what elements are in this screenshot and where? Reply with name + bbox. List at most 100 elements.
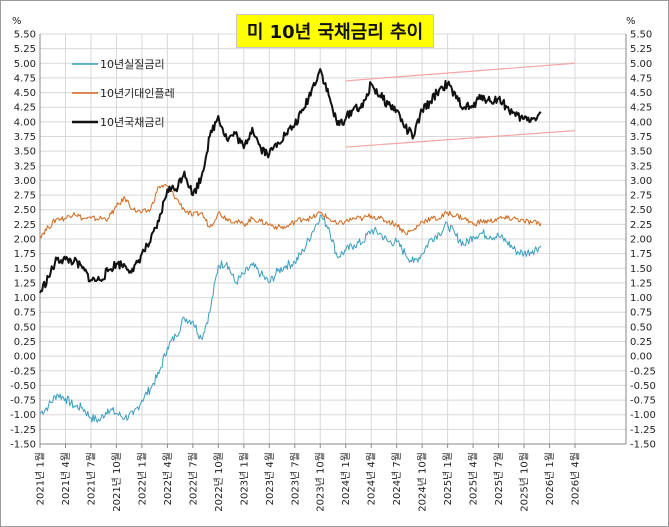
y-tick-label-left: 3.25 — [14, 161, 36, 172]
y-tick-label-right: 1.75 — [630, 249, 652, 260]
y-tick-label-right: -1.00 — [630, 410, 656, 421]
x-tick-label: 2024년 10월 — [417, 452, 429, 512]
x-tick-label: 2022년 4월 — [162, 452, 174, 505]
x-tick-label: 2025년 1월 — [442, 452, 454, 505]
legend-label: 10년기대인플레 — [100, 87, 175, 100]
title-box: 미 10년 국채금리 추이 — [236, 14, 434, 48]
x-tick-label: 2025년 4월 — [468, 452, 480, 505]
y-tick-label-right: 3.00 — [630, 176, 652, 187]
y-tick-label-right: 4.50 — [630, 88, 652, 99]
y-tick-label-left: 3.50 — [14, 147, 36, 158]
y-tick-label-left: 3.00 — [14, 176, 36, 187]
x-tick-label: 2026년 1월 — [544, 452, 556, 505]
y-tick-label-left: 5.00 — [14, 59, 36, 70]
right-unit-label: % — [626, 16, 636, 27]
y-tick-label-right: 3.25 — [630, 161, 652, 172]
y-tick-label-left: 5.50 — [14, 30, 36, 41]
legend-label: 10년국채금리 — [100, 116, 165, 129]
y-tick-label-right: 2.50 — [630, 205, 652, 216]
nominal-yield-line — [39, 68, 542, 294]
y-tick-label-right: 2.25 — [630, 220, 652, 231]
y-tick-label-right: 0.25 — [630, 337, 652, 348]
y-tick-label-left: 1.00 — [14, 293, 36, 304]
x-tick-label: 2022년 10월 — [213, 452, 225, 512]
y-tick-label-right: 3.75 — [630, 132, 652, 143]
x-tick-label: 2024년 4월 — [366, 452, 378, 505]
x-tick-label: 2021년 1월 — [35, 452, 47, 505]
y-tick-label-right: 1.25 — [630, 278, 652, 289]
y-tick-label-left: 1.50 — [14, 264, 36, 275]
y-tick-label-right: 5.00 — [630, 59, 652, 70]
x-tick-label: 2021년 10월 — [111, 452, 123, 512]
y-tick-label-left: 0.75 — [14, 308, 36, 319]
y-tick-label-left: -0.50 — [10, 381, 36, 392]
y-tick-label-right: 5.25 — [630, 44, 652, 55]
right-y-axis: 5.50 5.25 5.00 4.75 4.50 4.25 4.00 3.75 3.50 3.25… — [630, 30, 656, 451]
y-tick-label-right: -0.25 — [630, 366, 656, 377]
y-tick-label-left: -0.25 — [10, 366, 36, 377]
legend-label: 10년실질금리 — [100, 58, 165, 71]
series-lines — [39, 68, 542, 423]
y-tick-label-left: 0.25 — [14, 337, 36, 348]
y-tick-label-right: 1.50 — [630, 264, 652, 275]
y-tick-label-right: -1.25 — [630, 425, 656, 436]
y-tick-label-left: -0.75 — [10, 396, 36, 407]
y-tick-label-left: 4.50 — [14, 88, 36, 99]
y-tick-label-right: 0.50 — [630, 322, 652, 333]
y-tick-label-left: 5.25 — [14, 44, 36, 55]
y-tick-label-left: -1.25 — [10, 425, 36, 436]
y-tick-label-left: 2.75 — [14, 191, 36, 202]
y-tick-label-right: 2.75 — [630, 191, 652, 202]
trend-channel — [345, 62, 576, 148]
y-tick-label-right: 4.00 — [630, 117, 652, 128]
left-y-axis: 5.50 5.25 5.00 4.75 4.50 4.25 4.00 3.75 3.50 3.25… — [10, 30, 36, 451]
y-tick-label-right: -1.50 — [630, 440, 656, 451]
x-tick-label: 2022년 1월 — [136, 452, 148, 505]
y-tick-label-right: 4.25 — [630, 103, 652, 114]
y-tick-label-left: 0.00 — [14, 352, 36, 363]
x-tick-label: 2022년 7월 — [187, 452, 199, 505]
y-tick-label-left: 4.00 — [14, 117, 36, 128]
x-tick-label: 2023년 4월 — [264, 452, 276, 505]
y-tick-label-left: -1.00 — [10, 410, 36, 421]
x-tick-label: 2023년 7월 — [289, 452, 301, 505]
x-tick-label: 2025년 7월 — [493, 452, 505, 505]
y-tick-label-left: 2.00 — [14, 235, 36, 246]
y-tick-label-right: -0.50 — [630, 381, 656, 392]
y-tick-label-right: 4.75 — [630, 73, 652, 84]
x-tick-label: 2025년 10월 — [519, 452, 531, 512]
y-tick-label-left: 3.75 — [14, 132, 36, 143]
y-tick-label-right: 3.50 — [630, 147, 652, 158]
x-tick-label: 2023년 1월 — [238, 452, 250, 505]
channel-line — [345, 62, 576, 82]
x-tick-label: 2024년 1월 — [340, 452, 352, 505]
y-tick-label-right: 0.00 — [630, 352, 652, 363]
x-tick-label: 2021년 7월 — [85, 452, 97, 505]
channel-line — [345, 130, 576, 148]
left-unit-label: % — [12, 16, 22, 27]
y-tick-label-left: 4.75 — [14, 73, 36, 84]
real-rate-line — [39, 214, 542, 423]
y-tick-label-left: 2.25 — [14, 220, 36, 231]
y-tick-label-left: -1.50 — [10, 440, 36, 451]
x-tick-label: 2021년 4월 — [60, 452, 72, 505]
y-tick-label-right: 1.00 — [630, 293, 652, 304]
y-tick-label-left: 0.50 — [14, 322, 36, 333]
grid — [39, 33, 627, 445]
chart-title: 미 10년 국채금리 추이 — [246, 22, 424, 43]
y-tick-label-left: 2.50 — [14, 205, 36, 216]
x-axis: 2021년 1월 2021년 4월 2021년 7월 2021년 10월 2022년 1… — [35, 444, 582, 512]
y-tick-label-right: 2.00 — [630, 235, 652, 246]
y-tick-label-right: 5.50 — [630, 30, 652, 41]
x-tick-label: 2026년 4월 — [570, 452, 582, 505]
x-tick-label: 2024년 7월 — [391, 452, 403, 505]
y-tick-label-left: 1.75 — [14, 249, 36, 260]
legend: 10년실질금리 10년기대인플레 10년국채금리 — [72, 58, 175, 129]
y-tick-label-left: 4.25 — [14, 103, 36, 114]
breakeven-line — [39, 183, 542, 239]
y-tick-label-right: 0.75 — [630, 308, 652, 319]
y-tick-label-right: -0.75 — [630, 396, 656, 407]
y-tick-label-left: 1.25 — [14, 278, 36, 289]
x-tick-label: 2023년 10월 — [315, 452, 327, 512]
